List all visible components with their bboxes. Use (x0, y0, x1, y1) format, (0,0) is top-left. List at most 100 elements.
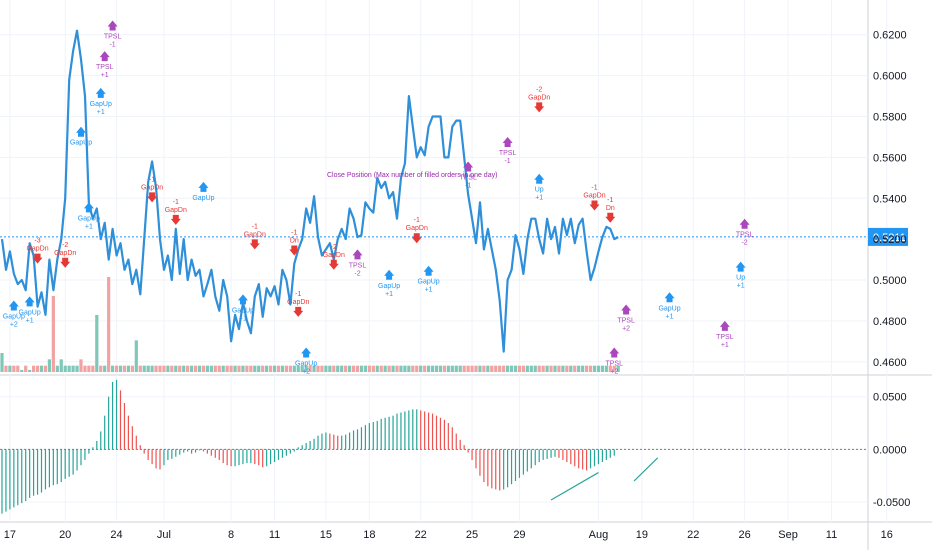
volume-bar (600, 365, 604, 372)
x-tick-label: 17 (4, 529, 16, 541)
volume-bar (328, 365, 332, 372)
signal-marker: TPSL+1 (96, 51, 114, 79)
up-arrow-icon (739, 218, 750, 229)
x-tick-label: 18 (363, 529, 375, 541)
volume-bar (103, 365, 107, 372)
marker-label: GapDn (165, 207, 187, 214)
volume-bar (245, 365, 249, 372)
volume-bar (502, 365, 506, 372)
volume-bars (0, 277, 620, 372)
up-arrow-icon (384, 269, 395, 280)
price-tick-label: 0.4800 (873, 316, 907, 328)
volume-bar (549, 365, 553, 372)
volume-bar (478, 365, 482, 372)
volume-bar (604, 365, 608, 372)
volume-bar (107, 277, 111, 372)
volume-bar (553, 365, 557, 372)
volume-bar (529, 365, 533, 372)
marker-qty: +1 (721, 342, 729, 349)
signal-marker: GapDn-3 (26, 238, 49, 264)
up-arrow-icon (237, 294, 248, 305)
price-tick-label: 0.5600 (873, 152, 907, 164)
volume-bar (427, 365, 431, 372)
up-arrow-icon (352, 249, 363, 260)
marker-qty: -2 (354, 270, 360, 277)
osc-tick-label: -0.0500 (873, 497, 910, 509)
signal-marker: GapUp+1 (90, 87, 112, 116)
volume-bar (450, 365, 454, 372)
marker-label: GapUp (78, 215, 100, 222)
volume-bar (221, 365, 225, 372)
volume-bar (170, 365, 174, 372)
volume-bar (118, 365, 123, 372)
marker-qty: -1 (591, 185, 597, 192)
signal-marker: GapDn-1 (583, 185, 606, 211)
volume-bar (565, 365, 569, 372)
volume-bar (233, 365, 237, 372)
volume-bar (308, 365, 312, 372)
marker-qty: -1 (291, 229, 297, 236)
x-tick-label: 22 (415, 529, 427, 541)
volume-bar (395, 365, 399, 372)
volume-bar (229, 365, 233, 372)
marker-qty: -2 (331, 244, 337, 251)
volume-bar (573, 365, 577, 372)
volume-bar (506, 365, 510, 372)
up-arrow-icon (95, 87, 106, 98)
close-position-annotation: Close Position (Max number of filled ord… (327, 172, 497, 179)
volume-bar (415, 365, 419, 372)
volume-bar (150, 365, 154, 372)
volume-bar (272, 365, 277, 372)
volume-bar (557, 365, 561, 372)
signal-marker: GapUp+1 (418, 265, 440, 294)
volume-bar (280, 365, 285, 372)
up-arrow-icon (621, 304, 632, 315)
marker-qty: +1 (26, 317, 34, 324)
signal-marker: TPSL-2 (349, 249, 366, 277)
x-tick-label: 16 (881, 529, 893, 541)
osc-trendline (633, 457, 659, 482)
volume-bar (138, 365, 142, 372)
marker-label: TPSL (716, 334, 734, 341)
up-arrow-icon (664, 292, 675, 303)
marker-qty: -1 (504, 158, 510, 165)
volume-bar (213, 365, 217, 372)
volume-bar (320, 365, 324, 372)
volume-bar (545, 365, 549, 372)
volume-bar (403, 365, 407, 372)
marker-label: GapDn (54, 250, 76, 257)
volume-bar (454, 365, 458, 372)
volume-bar (257, 365, 261, 372)
x-tick-label: 29 (513, 529, 525, 541)
marker-label: GapDn (26, 246, 48, 253)
marker-qty: +1 (666, 313, 674, 320)
marker-label: GapUp (90, 101, 112, 108)
volume-bar (446, 365, 450, 372)
x-tick-label: 22 (687, 529, 699, 541)
volume-bar (288, 365, 292, 372)
volume-bar (182, 365, 186, 372)
signal-marker: TPSL-1 (499, 136, 516, 165)
volume-bar (577, 365, 581, 372)
volume-bar (387, 365, 391, 372)
marker-label: Up (736, 275, 745, 282)
volume-bar (351, 365, 356, 372)
signal-marker: GapDn-2 (528, 86, 550, 113)
volume-bar (0, 353, 4, 372)
volume-bar (585, 365, 589, 372)
signal-marker: TPSL+2 (617, 304, 635, 333)
volume-bar (592, 365, 597, 372)
volume-bar (59, 359, 63, 372)
up-arrow-icon (83, 202, 94, 213)
signal-marker: TPSL+1 (716, 320, 734, 349)
marker-label: GapUp (658, 305, 680, 312)
volume-bar (533, 365, 537, 372)
volume-bar (126, 365, 130, 372)
signal-marker: GapUp+1 (378, 269, 400, 298)
volume-bar (166, 365, 170, 372)
signal-markers: GapUp+1GapUpGapUp+1TPSL+1TPSL-1GapDn-1Ga… (3, 20, 753, 375)
volume-bar (336, 365, 340, 372)
signal-marker: GapUp (70, 126, 92, 147)
marker-qty: +1 (535, 195, 543, 202)
